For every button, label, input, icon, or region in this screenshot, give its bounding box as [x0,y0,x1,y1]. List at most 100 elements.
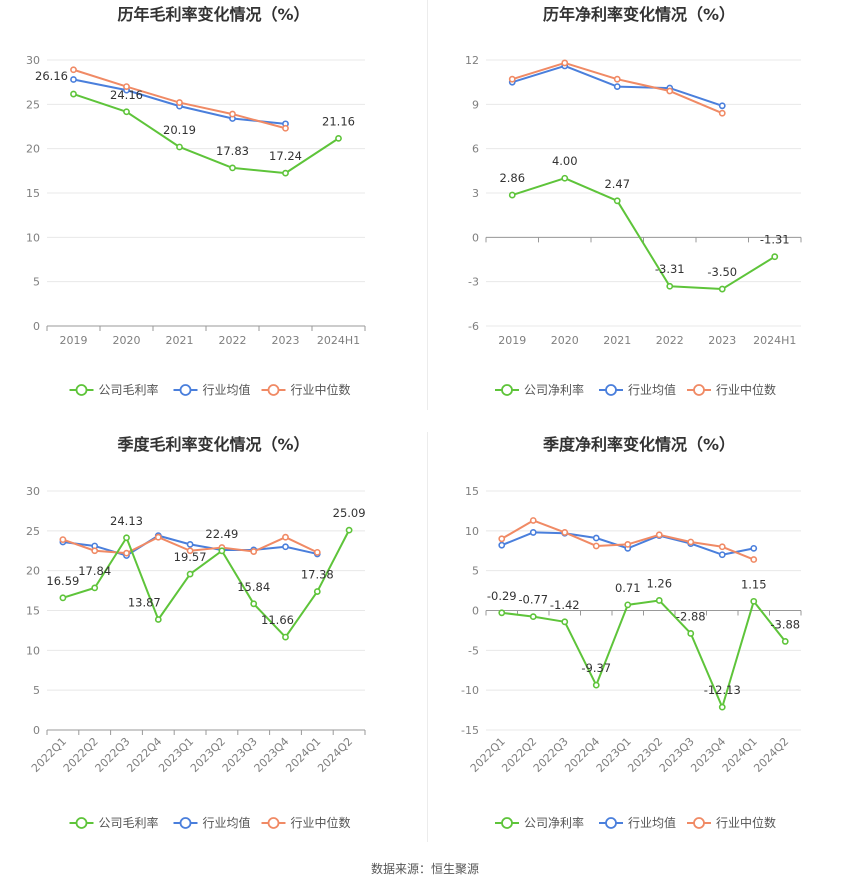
legend-marker [501,817,513,829]
annual-gross-margin-chart: 历年毛利率变化情况（%） 0 5 10 15 20 25 30 2019 2020 2021 2022… [26,5,366,397]
data-point-company [282,169,289,177]
data-label: -1.31 [760,233,790,247]
data-label: 17.83 [216,144,249,158]
data-label: 24.16 [110,88,143,102]
legend-item-industry-avg: 行业均值 [599,815,676,830]
data-point-industry-avg [718,102,726,110]
data-point-industry-avg [186,540,194,548]
series-line-company [62,529,350,639]
data-point-industry-median [498,535,506,543]
data-point-industry-median [123,549,130,557]
legend-label: 公司净利率 [524,815,584,830]
data-point-company [624,601,632,609]
legend-item-company: 公司毛利率 [69,815,159,830]
y-tick-label: 25 [26,98,40,111]
legend-item-industry-median: 行业中位数 [261,382,351,397]
y-tick-label: 10 [465,525,479,538]
data-label: -2.88 [676,609,706,623]
legend-marker [605,384,617,396]
data-point-company [750,597,758,605]
y-tick-label: -15 [461,724,479,737]
quarterly-gross-margin-chart: 季度毛利率变化情况（%）0510152025302022Q12022Q22022… [26,435,366,830]
y-tick-label: -10 [461,684,479,697]
legend-label: 行业中位数 [716,815,776,830]
data-point-company [70,90,77,98]
data-point-company [687,630,695,637]
y-tick-label: 9 [472,98,479,111]
legend-marker [267,817,280,829]
legend-marker [693,384,705,396]
y-tick-label: 10 [26,231,40,244]
data-point-company [313,588,321,595]
data-point-industry-median [186,547,194,555]
divider-top [427,0,428,410]
y-tick-label: 20 [26,565,40,578]
legend-label: 行业均值 [628,382,676,397]
y-tick-label: 3 [472,187,479,200]
data-label: 17.84 [78,564,111,578]
data-point-industry-median [529,517,537,524]
legend-item-industry-median: 行业中位数 [261,815,351,830]
data-point-industry-avg [750,544,758,552]
legend-item-industry-median: 行业中位数 [687,382,776,397]
data-point-company [771,253,779,261]
data-label: -3.50 [707,265,737,279]
y-tick-label: 30 [26,54,40,67]
data-point-company [229,164,236,172]
legend-marker [605,817,617,829]
data-point-industry-avg [718,551,726,559]
data-label: 2.86 [499,171,525,185]
chart-title: 历年毛利率变化情况（%） [117,5,309,24]
y-tick-label: 10 [26,644,40,657]
data-point-industry-median [123,83,130,90]
series-line-company [501,599,787,709]
data-point-company [655,597,663,604]
data-label: 17.24 [269,149,302,163]
data-label: -12.13 [704,683,741,697]
x-tick-label: 2020 [113,334,141,347]
data-point-industry-median [561,529,569,536]
data-label: 25.09 [333,506,366,520]
series-line-company [73,93,340,175]
y-tick-label: 5 [33,684,40,697]
data-label: 17.38 [301,568,334,582]
data-point-company [498,609,506,617]
data-point-industry-avg [592,534,600,542]
legend-marker [75,817,88,829]
divider-bottom [427,432,428,842]
data-point-industry-median [176,99,183,106]
legend-label: 行业中位数 [291,382,351,397]
data-point-company [592,681,600,689]
data-point-industry-median [282,124,289,132]
data-point-company [718,285,726,293]
data-point-company [154,616,162,623]
x-tick-label: 2022 [219,334,247,347]
data-point-company [218,547,226,555]
data-point-industry-median [313,548,321,556]
data-label: 0.71 [615,581,641,595]
data-point-industry-median [561,59,569,67]
data-point-industry-median [666,87,674,95]
y-tick-label: 15 [26,605,40,618]
x-tick-label: 2019 [498,334,526,347]
annual-net-margin-chart: 历年净利率变化情况（%） -6 -3 0 3 6 9 12 2019 2020 2021 2022 20… [465,5,802,397]
legend-marker [501,384,513,396]
data-point-industry-median [718,109,726,117]
data-point-company [335,134,342,142]
legend-label: 行业中位数 [291,815,351,830]
x-tick-label: 2019 [60,334,88,347]
data-label: 20.19 [163,123,196,137]
data-point-industry-median [718,543,726,551]
data-point-industry-median [59,536,67,543]
x-tick-label: 2021 [603,334,631,347]
data-point-company [781,638,789,645]
x-tick-label: 2024Q2 [751,735,791,775]
data-point-company [718,703,726,711]
data-point-company [561,618,569,626]
y-tick-label: 15 [465,485,479,498]
series-line-industry-median [73,68,286,130]
data-point-company [250,600,258,608]
data-point-industry-median [229,110,236,118]
data-label: -1.42 [550,598,580,612]
data-label: 11.66 [261,613,294,627]
